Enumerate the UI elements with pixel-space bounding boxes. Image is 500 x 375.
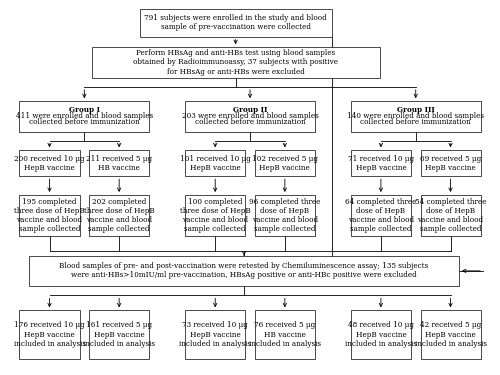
Text: 73 received 10 μg
HepB vaccine
included in analysis: 73 received 10 μg HepB vaccine included … (179, 321, 251, 348)
FancyBboxPatch shape (185, 310, 245, 359)
Text: collected before immunization: collected before immunization (194, 118, 306, 126)
Text: 54 completed three
dose of HepB
vaccine and blood
sample collected: 54 completed three dose of HepB vaccine … (415, 198, 486, 233)
Text: collected before immunization: collected before immunization (360, 118, 471, 126)
FancyBboxPatch shape (20, 310, 80, 359)
FancyBboxPatch shape (420, 150, 480, 176)
Text: 202 completed
three dose of HepB
vaccine and blood
sample collected: 202 completed three dose of HepB vaccine… (84, 198, 154, 233)
FancyBboxPatch shape (420, 195, 480, 236)
Text: 101 received 10 μg
HepB vaccine: 101 received 10 μg HepB vaccine (180, 155, 250, 172)
Text: 42 received 5 μg
HepB vaccine
included in analysis: 42 received 5 μg HepB vaccine included i… (414, 321, 486, 348)
Text: Perform HBsAg and anti-HBs test using blood samples
obtained by Radioimmunoassy,: Perform HBsAg and anti-HBs test using bl… (133, 49, 338, 76)
Text: Group I: Group I (69, 106, 100, 114)
Text: 64 completed three
dose of HepB
vaccine and blood
sample collected: 64 completed three dose of HepB vaccine … (345, 198, 416, 233)
FancyBboxPatch shape (351, 101, 480, 132)
FancyBboxPatch shape (255, 310, 315, 359)
FancyBboxPatch shape (89, 150, 149, 176)
Text: 176 received 10 μg
HepB vaccine
included in analysis: 176 received 10 μg HepB vaccine included… (14, 321, 86, 348)
FancyBboxPatch shape (140, 9, 332, 37)
Text: 411 were enrolled and blood samples: 411 were enrolled and blood samples (16, 112, 153, 120)
Text: 48 received 10 μg
HepB vaccine
included in analysis: 48 received 10 μg HepB vaccine included … (345, 321, 417, 348)
Text: collected before immunization: collected before immunization (29, 118, 140, 126)
FancyBboxPatch shape (255, 195, 315, 236)
FancyBboxPatch shape (185, 195, 245, 236)
Text: Group II: Group II (233, 106, 267, 114)
Text: 195 completed
three dose of HepB
vaccine and blood
sample collected: 195 completed three dose of HepB vaccine… (14, 198, 85, 233)
Text: 200 received 10 μg
HepB vaccine: 200 received 10 μg HepB vaccine (14, 155, 85, 172)
FancyBboxPatch shape (89, 195, 149, 236)
FancyBboxPatch shape (29, 256, 459, 286)
Text: 140 were enrolled and blood samples: 140 were enrolled and blood samples (347, 112, 484, 120)
Text: 791 subjects were enrolled in the study and blood
sample of pre-vaccination were: 791 subjects were enrolled in the study … (144, 14, 327, 32)
Text: 203 were enrolled and blood samples: 203 were enrolled and blood samples (182, 112, 318, 120)
Text: 96 completed three
dose of HepB
vaccine and blood
sample collected: 96 completed three dose of HepB vaccine … (249, 198, 320, 233)
Text: 211 received 5 μg
HB vaccine: 211 received 5 μg HB vaccine (86, 155, 152, 172)
FancyBboxPatch shape (185, 150, 245, 176)
Text: Group III: Group III (397, 106, 434, 114)
Text: Blood samples of pre- and post-vaccination were retested by Chemiluminescence as: Blood samples of pre- and post-vaccinati… (60, 262, 428, 279)
FancyBboxPatch shape (351, 150, 411, 176)
Text: 161 received 5 μg
HepB vaccine
included in analysis: 161 received 5 μg HepB vaccine included … (83, 321, 155, 348)
FancyBboxPatch shape (255, 150, 315, 176)
Text: 69 received 5 μg
HepB vaccine: 69 received 5 μg HepB vaccine (420, 155, 481, 172)
FancyBboxPatch shape (20, 150, 80, 176)
Text: 71 received 10 μg
HepB vaccine: 71 received 10 μg HepB vaccine (348, 155, 414, 172)
FancyBboxPatch shape (351, 195, 411, 236)
FancyBboxPatch shape (92, 47, 380, 78)
FancyBboxPatch shape (185, 101, 315, 132)
Text: 76 received 5 μg
HB vaccine
included in analysis: 76 received 5 μg HB vaccine included in … (249, 321, 321, 348)
Text: 102 received 5 μg
HepB vaccine: 102 received 5 μg HepB vaccine (252, 155, 318, 172)
FancyBboxPatch shape (351, 310, 411, 359)
Text: 100 completed
three dose of HepB
vaccine and blood
sample collected: 100 completed three dose of HepB vaccine… (180, 198, 250, 233)
FancyBboxPatch shape (20, 101, 149, 132)
FancyBboxPatch shape (420, 310, 480, 359)
FancyBboxPatch shape (89, 310, 149, 359)
FancyBboxPatch shape (20, 195, 80, 236)
